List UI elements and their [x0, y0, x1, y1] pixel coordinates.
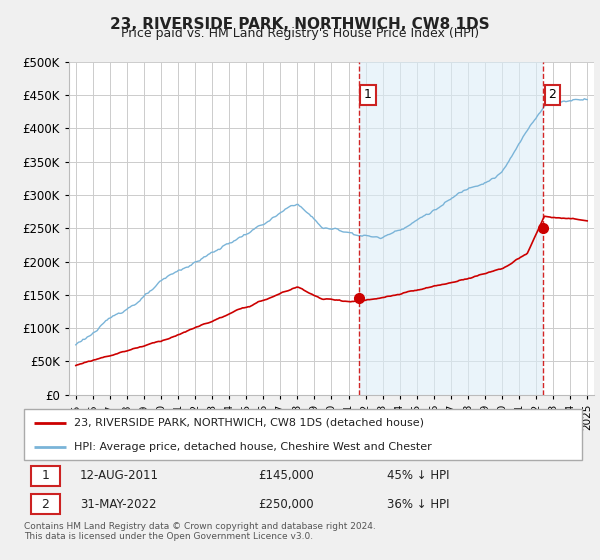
- Text: 1: 1: [364, 88, 372, 101]
- Text: 36% ↓ HPI: 36% ↓ HPI: [387, 498, 449, 511]
- FancyBboxPatch shape: [31, 466, 60, 486]
- Text: 1: 1: [41, 469, 49, 482]
- FancyBboxPatch shape: [24, 409, 582, 460]
- Text: 2: 2: [41, 498, 49, 511]
- FancyBboxPatch shape: [31, 494, 60, 514]
- Text: 2: 2: [548, 88, 556, 101]
- Text: 12-AUG-2011: 12-AUG-2011: [80, 469, 159, 482]
- Text: Contains HM Land Registry data © Crown copyright and database right 2024.
This d: Contains HM Land Registry data © Crown c…: [24, 522, 376, 542]
- Text: 23, RIVERSIDE PARK, NORTHWICH, CW8 1DS: 23, RIVERSIDE PARK, NORTHWICH, CW8 1DS: [110, 17, 490, 32]
- Text: HPI: Average price, detached house, Cheshire West and Chester: HPI: Average price, detached house, Ches…: [74, 442, 432, 452]
- Text: £250,000: £250,000: [259, 498, 314, 511]
- Text: £145,000: £145,000: [259, 469, 314, 482]
- Text: 31-MAY-2022: 31-MAY-2022: [80, 498, 156, 511]
- Text: Price paid vs. HM Land Registry's House Price Index (HPI): Price paid vs. HM Land Registry's House …: [121, 27, 479, 40]
- Text: 45% ↓ HPI: 45% ↓ HPI: [387, 469, 449, 482]
- Text: 23, RIVERSIDE PARK, NORTHWICH, CW8 1DS (detached house): 23, RIVERSIDE PARK, NORTHWICH, CW8 1DS (…: [74, 418, 424, 428]
- Bar: [359, 62, 543, 395]
